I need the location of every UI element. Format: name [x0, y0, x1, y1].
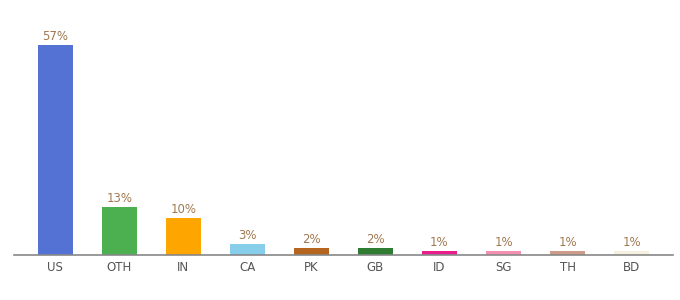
Bar	[358, 248, 393, 255]
Bar	[486, 251, 521, 255]
Bar	[614, 251, 649, 255]
Text: 1%: 1%	[494, 236, 513, 250]
Bar	[101, 207, 137, 255]
Bar	[550, 251, 585, 255]
Text: 1%: 1%	[558, 236, 577, 250]
Text: 2%: 2%	[366, 233, 385, 246]
Text: 3%: 3%	[238, 229, 256, 242]
Text: 1%: 1%	[430, 236, 449, 250]
Bar	[422, 251, 457, 255]
Text: 2%: 2%	[302, 233, 321, 246]
Bar	[166, 218, 201, 255]
Text: 1%: 1%	[622, 236, 641, 250]
Text: 57%: 57%	[42, 30, 68, 43]
Bar	[37, 44, 73, 255]
Text: 10%: 10%	[170, 203, 197, 216]
Bar	[294, 248, 329, 255]
Bar	[230, 244, 265, 255]
Text: 13%: 13%	[106, 192, 133, 205]
